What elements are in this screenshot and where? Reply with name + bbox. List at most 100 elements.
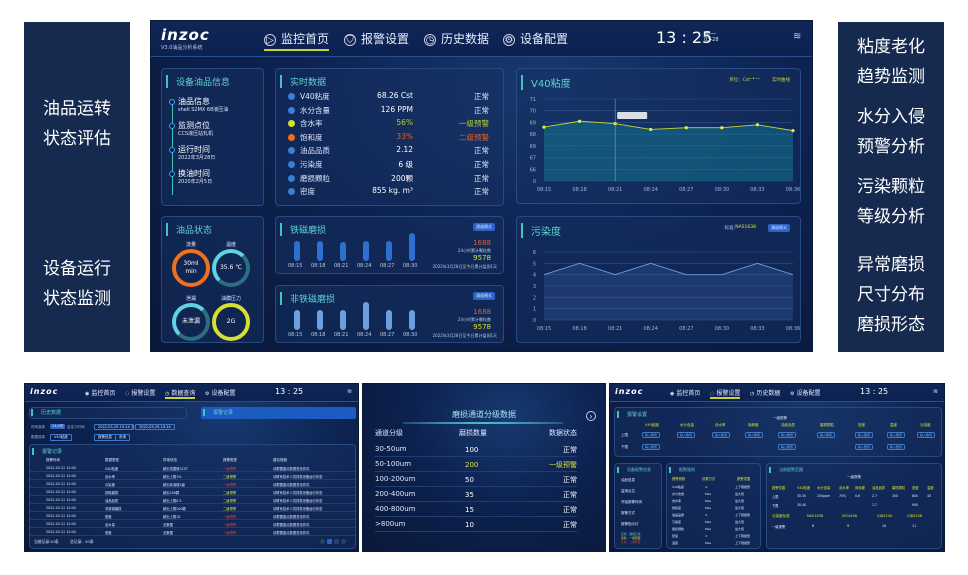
table-row[interactable]: 2022-03-11 12:00 密度 无数据 一级预警 请根据重点数据变化情况 [30,528,355,536]
table-row[interactable]: >800um 10 正常 [375,517,577,532]
pagination-button[interactable] [334,539,339,544]
nav-item[interactable]: ◷ 历史数据 [750,388,780,397]
nav-alarm-settings[interactable]: ⛉ 报警设置 [344,30,409,49]
table-row[interactable]: 30-50um 100 正常 [375,442,577,457]
upper-label: 上限 [621,433,628,437]
range-header: V40粘度 [797,486,811,490]
data-select-label: 数据选择 [31,435,45,439]
mode-badge[interactable]: 通道模式 [473,292,495,300]
upper-input[interactable]: 输入数值 [817,432,835,438]
table-row[interactable]: 2022-03-11 12:00 密度 超出上限10 一级预警 请根据重点数据变化情况 [30,512,355,520]
nav-history[interactable]: ◷ 历史数据 [424,30,489,49]
y-tick-label: 0 [533,318,536,324]
upper-input[interactable]: 输入数值 [778,432,796,438]
alarm-settings-screen: inzoc ◉ 监控首页 ◌ 报警设置 ◷ 历史数据 ⚙ 设备配置 13 : 25 ≋ 报警设置 一级报… [609,383,945,552]
table-row[interactable]: 400-800um 15 正常 [375,502,577,517]
start-date-input[interactable]: 2022-03-29-19-14 [94,424,134,430]
table-row[interactable]: 2022-03-11 12:00 污染度 超出标准值2级 一级预警 请根据重点数据变化情… [30,480,355,488]
panel-oil-info: 设备油品信息 油品信息 shell S2MX 68液压油 监测点位 CCS液压站轧机 运行… [161,68,264,206]
indicator-light: 黄色：一级预警 [621,536,641,540]
nav-item[interactable]: ◌ 报警设置 [710,388,741,399]
upper-input[interactable]: 输入数值 [712,432,730,438]
v40-chart: 0 66 67 69 68 69 70 71 08:15 08:18 08:21 08:24 08:27… [530,97,801,193]
status-dot [288,93,295,100]
data-select-dropdown[interactable]: V40粘度 [50,434,72,441]
alarm-info-button[interactable]: 报警信息 [94,434,116,441]
indicator-light: 红色：二级预警 [621,540,641,544]
mode-badge[interactable]: 通道模式 [473,223,495,231]
rules-cell: 最大值 [735,527,745,531]
current-count: 10条 [50,539,59,544]
table-row[interactable]: 2022-03-11 12:00 含水率 超出上限1% 二级预警 请联系技术人员排查设备… [30,472,355,480]
standard-header: GJB420A [877,514,893,518]
nav-item[interactable]: ⚙ 设备配置 [205,388,236,397]
wifi-icon[interactable]: ≋ [346,388,352,395]
table-cell: 请联系技术人员排查设备运行状态 [273,474,323,479]
mode-badge[interactable]: 通道模式 [768,224,790,232]
rules-cell: ± [705,513,708,517]
upper-input[interactable]: 输入数值 [642,432,660,438]
pagination-button[interactable] [341,539,346,544]
tab-alarm[interactable] [201,407,356,419]
bar [317,241,323,261]
alarm-range-panel: 当前报警范围 一级报警 报警范围 V40粘度 水分含量 含水率 饱和度 油品品质 磨损颗粒 密度温… [766,463,942,549]
rules-cell: 上下限报警 [735,534,751,538]
pagination-button[interactable] [327,539,332,544]
standard-cell: 11 [912,524,917,528]
table-row[interactable]: 2022-03-11 12:00 油品品质 超出上限0.5 二级预警 请联系技术人员排查… [30,496,355,504]
table-row[interactable]: 50-100um 200 一级预警 [375,457,577,472]
table-row[interactable]: 100-200um 50 正常 [375,472,577,487]
close-icon[interactable]: › [586,411,596,421]
query-button[interactable]: 查询 [115,434,130,441]
table-header cyan: 建议措施 [273,458,287,462]
nav-item[interactable]: ◉ 监控首页 [670,388,700,397]
end-date-input[interactable]: 2022-03-29-19-14 [135,424,175,430]
nav-item[interactable]: ◉ 监控首页 [85,388,115,397]
nav-home[interactable]: ▷ 监控首页 [264,30,330,51]
info-label: 报警方式 [621,511,635,515]
upper-input[interactable]: 输入数值 [855,432,873,438]
upper-input[interactable]: 输入数值 [887,432,905,438]
table-row[interactable]: 2022-03-11 12:00 非铁磁磨损 超出上限200颗 二级预警 请联系技术人员… [30,504,355,512]
nav-device-config[interactable]: ⚙ 设备配置 [503,30,568,49]
table-cell: 2022-03-11 12:00 [46,473,76,478]
table-row[interactable]: 2022-03-11 12:00 含水量 无数据 一级预警 请根据重点数据变化情况 [30,520,355,528]
lower-input[interactable]: 输入数值 [778,444,796,450]
table-row[interactable]: 200-400um 35 正常 [375,487,577,502]
panel-title: 磨损通道分级数据 [452,410,516,419]
lower-input[interactable]: 输入数值 [642,444,660,450]
lower-input[interactable]: 输入数值 [887,444,905,450]
nav-item[interactable]: ◌ 报警设置 [125,388,155,397]
data-point [684,126,688,130]
table-cell: 2022-03-11 12:00 [46,521,76,526]
panel-title: V40粘度 [521,75,571,90]
tab-alarm-label[interactable]: 报警记录 [203,409,233,416]
table-cell: 密度 [105,530,112,535]
tab-history-label[interactable]: 历史数据 [31,409,61,416]
y-tick-label: 68 [530,132,536,138]
upper-input[interactable]: 输入数值 [745,432,763,438]
standard-header: NAS1638 [807,514,824,518]
table-row[interactable]: 2022-03-11 12:00 铁磁磨损 超出200颗 二级预警 请联系技术人员排查设… [30,488,355,496]
table-cell: 无数据 [163,530,173,535]
range-header: 水分含量 [817,486,831,490]
rules-cell: Max [705,520,712,524]
range-cell: 70% [839,494,847,498]
table-cell: 二级预警 [223,474,237,479]
pagination-button[interactable] [320,539,325,544]
nav-item[interactable]: ⚙ 设备配置 [790,388,821,397]
feature-label-line: 设备运行 [43,259,111,279]
wifi-icon[interactable]: ≋ [793,31,802,42]
tab-history[interactable] [29,407,187,419]
range-header: 温度 [927,486,934,490]
upper-input[interactable]: 输入数值 [917,432,935,438]
y-tick-label: 2 [533,295,536,301]
time-24h-button[interactable]: 24小时 [50,424,66,429]
table-row[interactable]: 2022-03-11 12:00 V40粘度 超出范围值3CST 一级预警 请根据重点数… [30,464,355,472]
upper-input[interactable]: 输入数值 [677,432,695,438]
nav-item[interactable]: ◷ 数据查询 [165,388,196,399]
wifi-icon[interactable]: ≋ [932,388,938,395]
table-cell: 一级预警 [223,522,237,527]
unit-label: 单位：Cst [729,78,750,83]
lower-input[interactable]: 输入数值 [855,444,873,450]
